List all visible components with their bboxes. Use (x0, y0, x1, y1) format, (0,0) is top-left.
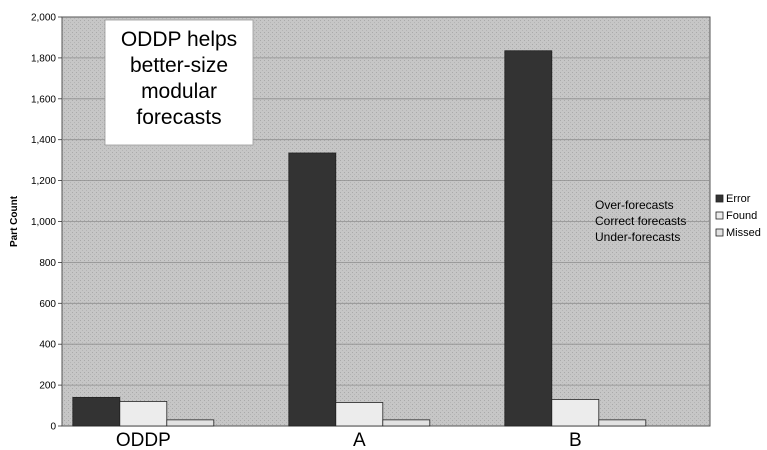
bar-found-b (551, 399, 600, 427)
y-tick-label: 600 (39, 299, 56, 310)
x-tick-label: A (353, 430, 366, 450)
y-tick-label: 1,000 (31, 217, 56, 228)
bar-missed-a (382, 419, 431, 427)
y-tick-label: 800 (39, 258, 56, 269)
bars (72, 50, 647, 427)
meaning-under-forecasts: Under-forecasts (595, 230, 680, 244)
y-axis-label: Part Count (9, 195, 20, 247)
y-axis-ticks: 0 200 400 600 800 1,000 1,200 1,400 1,600 1,800 2,… (31, 13, 62, 433)
y-tick-label: 200 (39, 381, 56, 392)
callout-box: ODDP helps better-size modular forecasts (104, 19, 254, 146)
y-tick-label: 2,000 (31, 13, 56, 24)
x-tick-label: ODDP (116, 430, 171, 450)
legend-label-error: Error (726, 193, 751, 205)
bar-error-b (504, 50, 553, 427)
callout-line-2: better-size (130, 54, 228, 77)
y-tick-label: 1,200 (31, 176, 56, 187)
callout-line-1: ODDP helps (121, 28, 237, 51)
bar-found-oddp (119, 401, 168, 427)
x-axis-categories: ODDP A B (116, 430, 582, 450)
series-meaning-annotation: Over-forecasts Correct forecasts Under-f… (595, 198, 686, 244)
legend-label-found: Found (726, 210, 757, 222)
legend-swatch-missed (715, 228, 724, 237)
y-tick-label: 1,600 (31, 94, 56, 105)
callout-line-3: modular (141, 80, 217, 103)
legend-swatch-error (715, 194, 724, 203)
bar-missed-b (598, 419, 647, 427)
legend-label-missed: Missed (726, 227, 761, 239)
bar-error-a (288, 152, 337, 427)
y-tick-label: 1,400 (31, 135, 56, 146)
y-tick-label: 0 (50, 422, 56, 433)
bar-missed-oddp (166, 419, 215, 427)
bar-found-a (335, 402, 384, 427)
x-tick-label: B (569, 430, 582, 450)
callout-line-4: forecasts (136, 106, 221, 129)
y-tick-label: 1,800 (31, 53, 56, 64)
meaning-over-forecasts: Over-forecasts (595, 198, 674, 212)
legend-swatch-found (715, 211, 724, 220)
bar-error-oddp (72, 396, 121, 427)
meaning-correct-forecasts: Correct forecasts (595, 214, 686, 228)
legend: Error Found Missed (713, 190, 765, 245)
y-tick-label: 400 (39, 340, 56, 351)
